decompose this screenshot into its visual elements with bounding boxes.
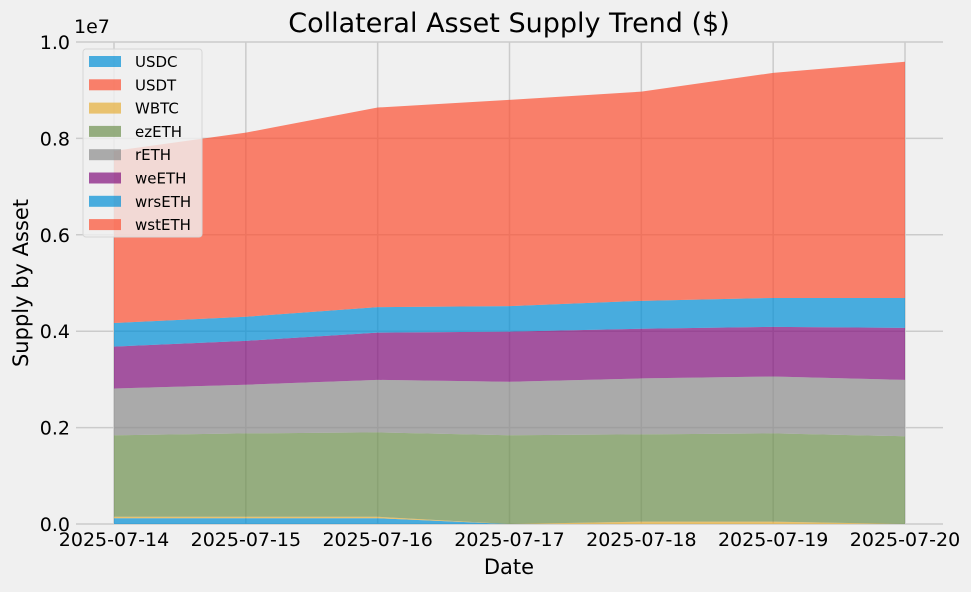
area-wbtc (114, 516, 905, 524)
x-tick-label: 2025-07-19 (718, 529, 828, 551)
y-tick-label: 0.4 (40, 321, 70, 343)
legend-label-weeth: weETH (135, 170, 186, 188)
legend-swatch-wsteth (89, 219, 121, 231)
x-tick-label: 2025-07-15 (191, 529, 301, 551)
area-reth (114, 376, 905, 437)
area-wsteth (114, 61, 905, 324)
legend-swatch-weeth (89, 172, 121, 184)
legend-label-wsteth: wstETH (135, 216, 191, 234)
legend-label-reth: rETH (135, 146, 171, 164)
legend-swatch-ezeth (89, 125, 121, 137)
legend-label-ezeth: ezETH (135, 123, 182, 141)
legend-swatch-reth (89, 149, 121, 161)
x-tick-label: 2025-07-14 (59, 529, 169, 551)
legend-swatch-wrseth (89, 195, 121, 207)
legend-label-wrseth: wrsETH (135, 193, 191, 211)
y-tick-labels: 0.0 0.2 0.4 0.6 0.8 1.0 (40, 32, 70, 536)
x-tick-label: 2025-07-17 (454, 529, 564, 551)
legend: USDC USDT WBTC ezETH rETH weETH wrsETH wstETH (82, 48, 203, 238)
area-ezeth (114, 432, 905, 524)
x-axis-label: Date (484, 555, 534, 579)
x-tick-label: 2025-07-18 (586, 529, 696, 551)
y-tick-label: 0.8 (40, 128, 70, 150)
area-wrseth (114, 297, 905, 347)
x-tick-label: 2025-07-20 (850, 529, 960, 551)
y-tick-label: 1.0 (40, 32, 70, 54)
y-tick-label: 0.6 (40, 225, 70, 247)
y-axis-label: Supply by Asset (9, 199, 33, 367)
y-tick-label: 0.2 (40, 418, 70, 440)
x-tick-labels: 2025-07-14 2025-07-15 2025-07-16 2025-07-17… (59, 529, 960, 551)
legend-box (82, 48, 203, 238)
legend-swatch-usdt (89, 79, 121, 91)
y-offset-label: 1e7 (74, 16, 110, 38)
legend-swatch-usdc (89, 56, 121, 67)
chart-title: Collateral Asset Supply Trend ($) (288, 8, 730, 39)
legend-label-usdt: USDT (135, 76, 177, 94)
legend-label-usdc: USDC (135, 53, 178, 71)
x-tick-label: 2025-07-16 (322, 529, 432, 551)
legend-swatch-wbtc (89, 102, 121, 114)
area-layers (114, 61, 905, 524)
y-tick-label: 0.0 (40, 514, 70, 536)
area-weeth (114, 326, 905, 389)
area-usdc (114, 518, 905, 524)
legend-label-wbtc: WBTC (135, 100, 179, 118)
